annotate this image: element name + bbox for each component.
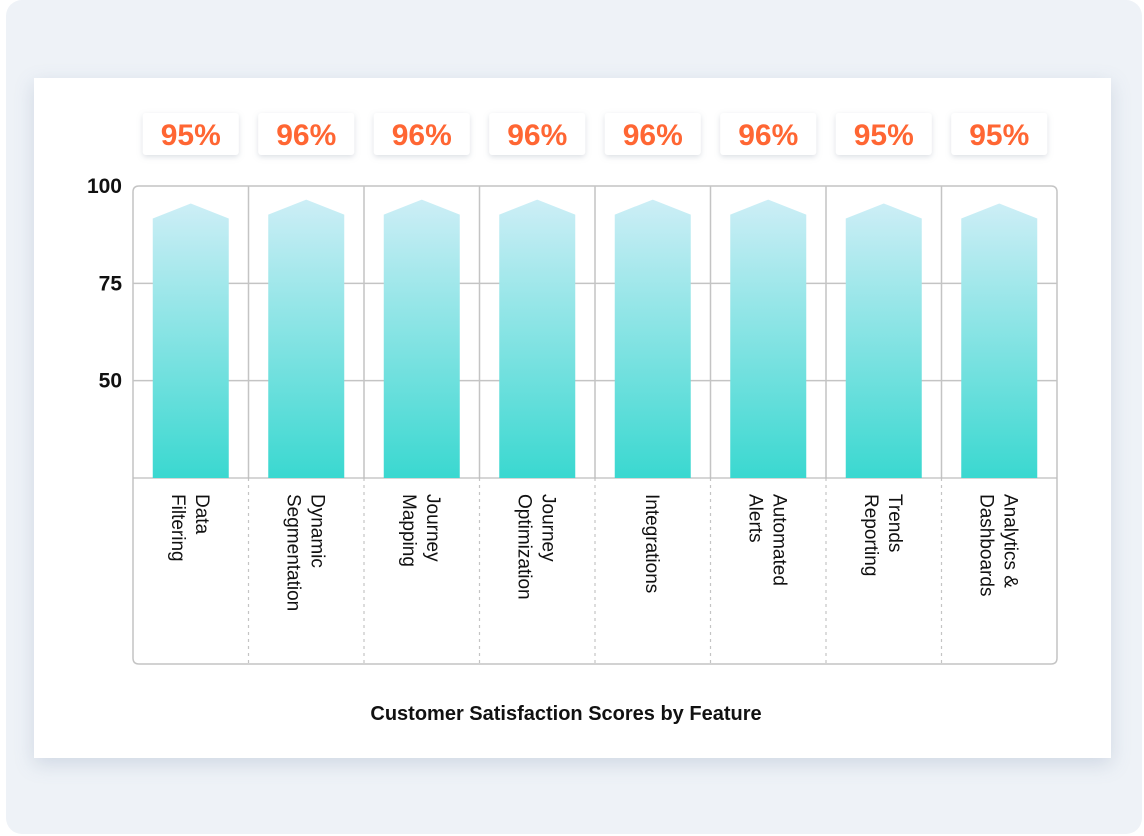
bar xyxy=(614,199,691,478)
category-label-line: Reporting xyxy=(860,494,881,576)
value-badge xyxy=(373,113,470,155)
value-badge xyxy=(604,113,701,155)
bar xyxy=(730,199,807,478)
category-label-line: Data xyxy=(191,494,212,535)
bar xyxy=(499,199,576,478)
bar xyxy=(152,203,229,478)
value-badge xyxy=(142,113,239,155)
value-label: 96% xyxy=(392,119,452,152)
bar xyxy=(268,199,345,478)
category-label-line: Dashboards xyxy=(975,494,996,596)
category-label-line: Optimization xyxy=(513,494,534,600)
category-label-line: Dynamic xyxy=(306,494,327,568)
value-label: 95% xyxy=(969,119,1029,152)
category-label-line: Automated xyxy=(768,494,789,586)
plot-frame xyxy=(132,185,1058,665)
category-label: Analytics &Dashboards xyxy=(975,494,1020,596)
category-label-line: Integrations xyxy=(641,494,662,593)
y-tick-label: 75 xyxy=(99,272,123,295)
value-badge xyxy=(489,113,586,155)
value-label: 96% xyxy=(276,119,336,152)
category-label-line: Trends xyxy=(884,494,905,552)
value-label: 96% xyxy=(623,119,683,152)
value-label: 95% xyxy=(854,119,914,152)
chart-title: Customer Satisfaction Scores by Feature xyxy=(370,703,761,725)
bar xyxy=(845,203,922,478)
category-label-line: Segmentation xyxy=(282,494,303,611)
value-label: 96% xyxy=(507,119,567,152)
value-badge xyxy=(720,113,817,155)
bar xyxy=(383,199,460,478)
value-label: 96% xyxy=(738,119,798,152)
category-label-line: Mapping xyxy=(398,494,419,567)
category-label-line: Analytics & xyxy=(999,494,1020,588)
category-label: Integrations xyxy=(641,494,662,593)
y-tick-label: 50 xyxy=(99,370,122,393)
y-tick-label: 100 xyxy=(87,175,122,198)
value-label: 95% xyxy=(161,119,221,152)
value-badge xyxy=(258,113,355,155)
category-label-line: Alerts xyxy=(744,494,765,543)
category-label-line: Journey xyxy=(422,494,443,562)
bar xyxy=(961,203,1038,478)
category-label-line: Filtering xyxy=(167,494,188,562)
category-label-line: Journey xyxy=(537,494,558,562)
value-badge xyxy=(835,113,932,155)
value-badge xyxy=(951,113,1048,155)
